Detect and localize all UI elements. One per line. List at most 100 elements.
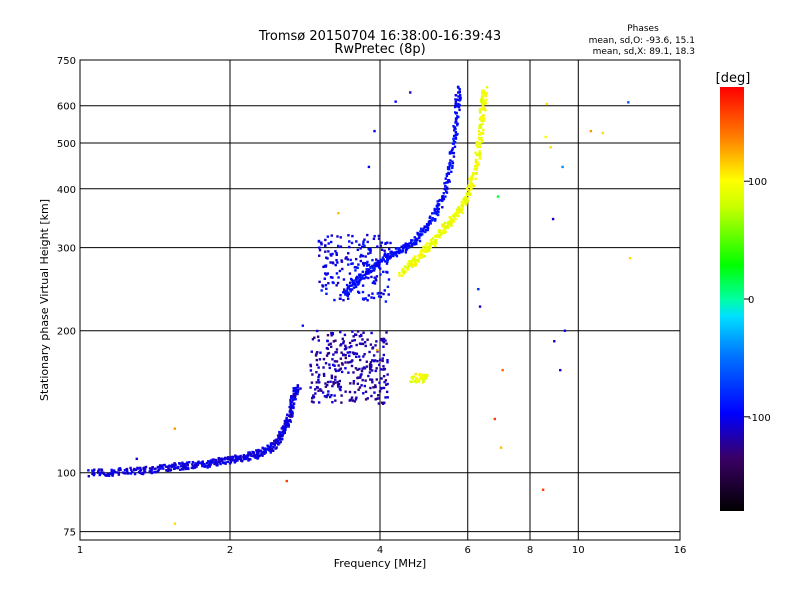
data-point	[129, 472, 133, 475]
data-point	[457, 211, 461, 215]
data-point	[335, 360, 339, 363]
colorbar	[720, 87, 744, 511]
data-point	[445, 181, 448, 184]
data-point	[424, 377, 428, 380]
data-point	[402, 270, 405, 273]
data-point	[110, 469, 113, 473]
data-point	[258, 449, 261, 453]
data-point	[387, 293, 390, 296]
data-point	[443, 225, 446, 228]
data-point	[330, 334, 333, 337]
data-point	[386, 382, 389, 386]
data-point	[219, 458, 222, 461]
data-point	[405, 246, 409, 249]
data-point	[423, 254, 427, 258]
data-point	[382, 367, 386, 371]
data-point	[158, 464, 162, 467]
data-point	[186, 463, 189, 467]
data-point	[97, 470, 100, 473]
data-point	[453, 105, 457, 109]
data-point	[346, 291, 350, 294]
data-point	[363, 341, 367, 344]
data-point	[418, 255, 421, 258]
data-point	[285, 416, 288, 420]
data-point	[424, 244, 427, 247]
data-point	[365, 264, 369, 267]
data-point	[349, 290, 352, 293]
data-point	[262, 451, 265, 454]
data-point	[426, 245, 430, 249]
data-point	[452, 220, 455, 223]
data-point	[283, 422, 286, 426]
data-point	[322, 374, 326, 377]
data-point	[437, 210, 440, 214]
data-point	[275, 438, 278, 441]
data-point	[335, 251, 338, 255]
data-point	[454, 98, 457, 101]
data-point	[377, 234, 381, 238]
data-point	[191, 460, 195, 464]
data-point	[355, 396, 358, 399]
data-point	[358, 376, 361, 379]
data-point	[455, 98, 459, 101]
data-point	[125, 469, 129, 473]
data-point	[289, 406, 293, 409]
data-point	[376, 348, 379, 352]
data-point	[458, 90, 461, 94]
data-point	[357, 355, 361, 358]
data-point	[143, 468, 147, 471]
data-point	[380, 248, 384, 251]
data-point	[375, 340, 378, 343]
data-point	[454, 217, 457, 221]
data-point	[173, 462, 176, 465]
data-point	[419, 250, 423, 253]
data-point	[372, 386, 375, 389]
data-point	[454, 211, 457, 215]
data-point	[482, 98, 485, 101]
data-point	[370, 394, 373, 398]
data-point	[470, 175, 473, 178]
data-point	[353, 283, 357, 286]
data-point	[390, 253, 394, 257]
data-point	[291, 412, 294, 415]
data-point	[358, 367, 361, 371]
data-point	[245, 455, 249, 459]
data-point	[327, 282, 330, 285]
data-point	[408, 244, 411, 248]
data-point	[322, 372, 326, 376]
data-point	[364, 270, 368, 274]
data-point	[358, 278, 362, 282]
data-point	[482, 100, 486, 103]
data-point	[123, 472, 127, 475]
data-point	[377, 394, 380, 397]
data-point	[421, 233, 424, 236]
data-point	[253, 454, 256, 457]
data-point	[475, 168, 478, 171]
x-tick-label: 10	[572, 545, 585, 556]
data-point	[386, 271, 389, 274]
data-point	[354, 367, 358, 370]
data-point	[213, 462, 216, 466]
data-point	[455, 214, 459, 217]
data-point	[109, 472, 112, 476]
data-point	[419, 227, 423, 231]
data-point	[389, 256, 392, 259]
data-point	[327, 390, 330, 393]
data-point	[551, 217, 555, 221]
data-point	[217, 456, 220, 460]
data-point	[455, 208, 459, 211]
data-point	[441, 224, 444, 227]
data-point	[320, 389, 323, 392]
data-point	[413, 236, 416, 239]
data-point	[220, 459, 224, 462]
data-point	[385, 390, 389, 394]
data-point	[445, 190, 448, 193]
data-point	[289, 415, 292, 418]
data-point	[283, 431, 286, 434]
data-point	[243, 455, 246, 458]
data-point	[372, 354, 376, 357]
data-point	[348, 245, 351, 249]
data-point	[446, 223, 450, 227]
data-point	[230, 459, 233, 462]
